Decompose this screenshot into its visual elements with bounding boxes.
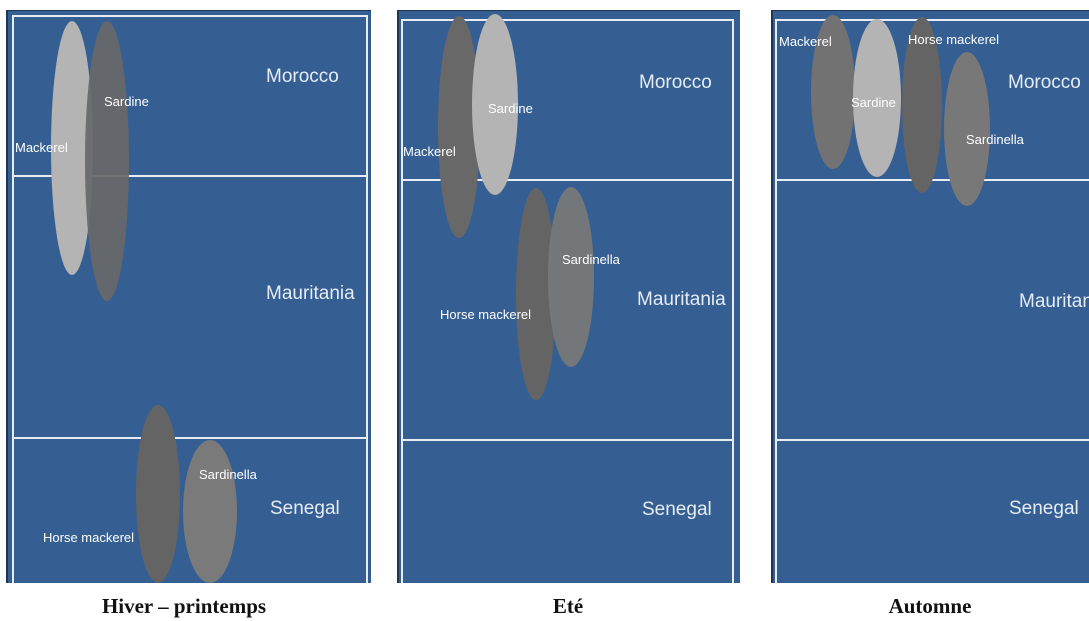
panel-autumn: Morocco Mauritania Senegal Mackerel Hors…: [771, 10, 1089, 583]
label-morocco: Morocco: [639, 72, 712, 93]
label-morocco: Morocco: [266, 66, 339, 87]
label-sardinella: Sardinella: [966, 132, 1024, 147]
label-horse-mackerel: Horse mackerel: [440, 307, 532, 322]
ellipse-horse-mackerel: [136, 405, 180, 583]
ellipse-sardine: [853, 19, 901, 177]
label-mauritania: Mauritania: [266, 283, 355, 304]
label-horse-mackerel: Horse mackerel: [43, 530, 135, 545]
label-mackerel: Mackerel: [15, 140, 68, 155]
label-senegal: Senegal: [642, 499, 712, 520]
ellipse-sardinella: [944, 52, 990, 206]
label-mackerel: Mackerel: [779, 34, 832, 49]
ellipse-horse-mackerel: [902, 17, 942, 193]
ellipse-sardine: [472, 14, 518, 195]
ellipse-sardine: [85, 21, 129, 301]
panel-summer: Morocco Mauritania Senegal Sardine Macke…: [397, 10, 740, 583]
label-senegal: Senegal: [270, 498, 340, 519]
caption-autumn: Automne: [888, 594, 972, 618]
ellipse-sardinella: [183, 440, 237, 583]
zone-senegal: [401, 439, 734, 583]
ellipse-mackerel: [811, 15, 855, 169]
label-morocco: Morocco: [1008, 72, 1081, 93]
label-sardine: Sardine: [851, 95, 896, 110]
label-sardinella: Sardinella: [562, 252, 620, 267]
label-senegal: Senegal: [1009, 498, 1079, 519]
label-horse-mackerel: Horse mackerel: [908, 32, 1000, 47]
panel-winter-spring: Morocco Mauritania Senegal Sardine Macke…: [6, 10, 371, 583]
zone-senegal: [12, 437, 368, 583]
label-sardine: Sardine: [104, 94, 149, 109]
label-sardine: Sardine: [488, 101, 533, 116]
caption-winter-spring: Hiver – printemps: [101, 594, 267, 618]
ellipse-sardinella: [548, 187, 594, 367]
label-sardinella: Sardinella: [199, 467, 257, 482]
label-mackerel: Mackerel: [403, 144, 456, 159]
label-mauritania: Mauritania: [637, 289, 726, 310]
zone-senegal: [775, 439, 1089, 583]
label-mauritania: Mauritania: [1019, 291, 1089, 312]
caption-summer: Eté: [552, 594, 584, 618]
